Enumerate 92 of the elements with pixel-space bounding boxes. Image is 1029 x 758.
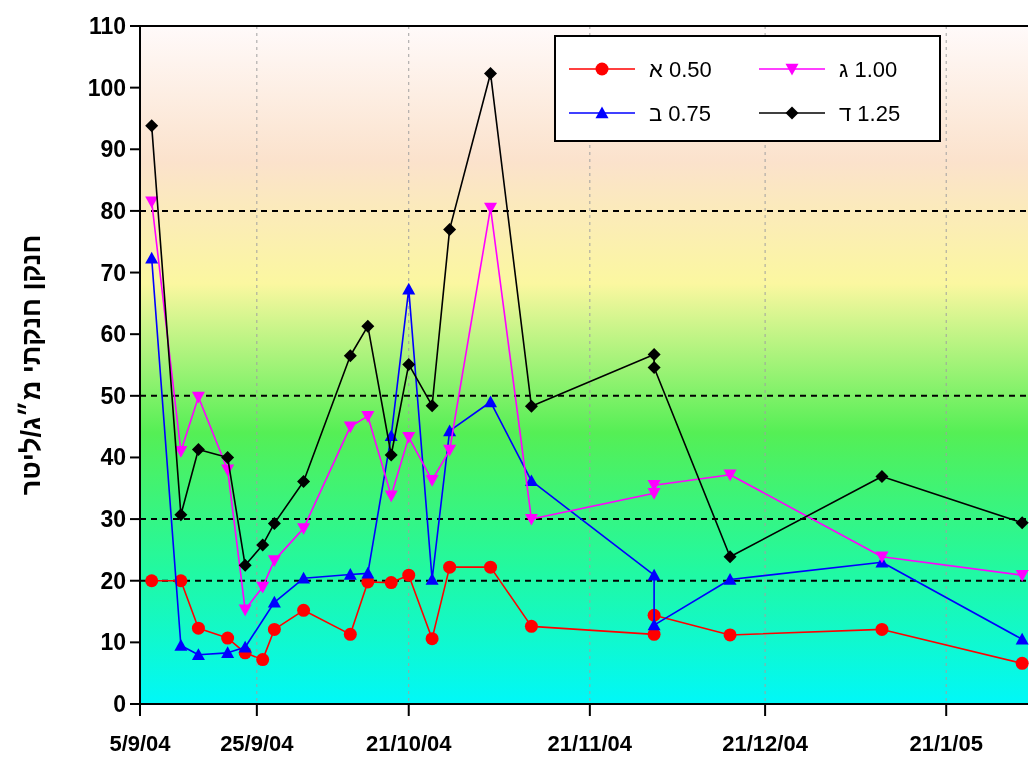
point [384,448,398,462]
point [647,360,661,374]
point [145,574,159,588]
point [343,568,357,580]
point [723,628,737,642]
x-tick-label: 5/9/04 [109,731,172,756]
y-tick-label: 30 [100,506,126,533]
point [443,560,457,574]
point [145,251,159,264]
point [484,395,498,408]
point [524,619,538,633]
point [267,622,281,636]
y-tick-label: 0 [113,691,126,717]
point [1015,569,1029,582]
point [267,516,281,530]
point [174,508,188,522]
legend-label: ב 0.75 [649,101,712,126]
point [145,196,159,209]
point [145,119,159,133]
point [361,566,375,579]
point [384,490,398,503]
y-tick-label: 50 [100,382,126,409]
point [343,421,357,434]
y-tick-label: 90 [100,136,126,163]
point [297,571,311,584]
point [361,319,375,333]
point [191,442,205,456]
point [647,618,661,631]
point [875,470,889,484]
point [191,621,205,635]
point [191,391,205,404]
point [256,538,270,552]
point [443,222,457,236]
point [484,66,498,80]
x-tick-label: 21/1/05 [909,731,983,756]
point [384,576,398,590]
legend-label: ג 1.00 [839,57,898,82]
point [174,638,188,651]
point [191,648,205,660]
y-tick-label: 40 [100,444,126,471]
y-tick-label: 100 [87,74,126,101]
point [402,357,416,371]
point [723,550,737,564]
point [221,631,235,645]
point [297,603,311,617]
point [875,622,889,636]
point [524,399,538,413]
point [221,450,235,464]
point [238,640,252,653]
point [267,595,281,608]
point [402,568,416,582]
point [524,474,538,487]
point [647,348,661,362]
point [647,568,661,581]
point [402,282,416,295]
point [267,555,281,567]
point [402,431,416,444]
y-tick-label: 60 [100,321,126,348]
legend-label: א 0.50 [649,57,712,82]
y-tick-label: 80 [100,197,126,224]
y-tick-label: 70 [100,259,126,286]
point [875,551,889,564]
point [221,646,235,659]
point [425,399,439,413]
point [361,410,375,423]
point [443,444,457,457]
y-tick-label: 10 [100,629,126,656]
point [343,349,357,363]
point [1015,516,1029,530]
point [1015,632,1029,645]
point [524,513,538,526]
x-tick-label: 25/9/04 [220,731,295,756]
point [238,558,252,572]
point [256,653,270,667]
point [297,523,311,535]
point [723,469,737,482]
legend-label: ד 1.25 [839,101,901,126]
point [297,474,311,488]
point [1015,656,1029,670]
y-tick-label: 110 [88,13,126,39]
point [723,572,737,585]
point [238,604,252,617]
y-axis-title: חנקן חנקתי מ״ג/ליטר [16,234,46,496]
y-tick-label: 20 [100,567,126,594]
point [484,560,498,574]
point [425,475,439,487]
point [343,627,357,641]
x-tick-label: 21/12/04 [722,731,809,756]
x-tick-label: 21/11/04 [547,731,633,756]
point [425,632,439,646]
point [256,581,270,594]
x-tick-label: 21/10/04 [365,731,453,756]
